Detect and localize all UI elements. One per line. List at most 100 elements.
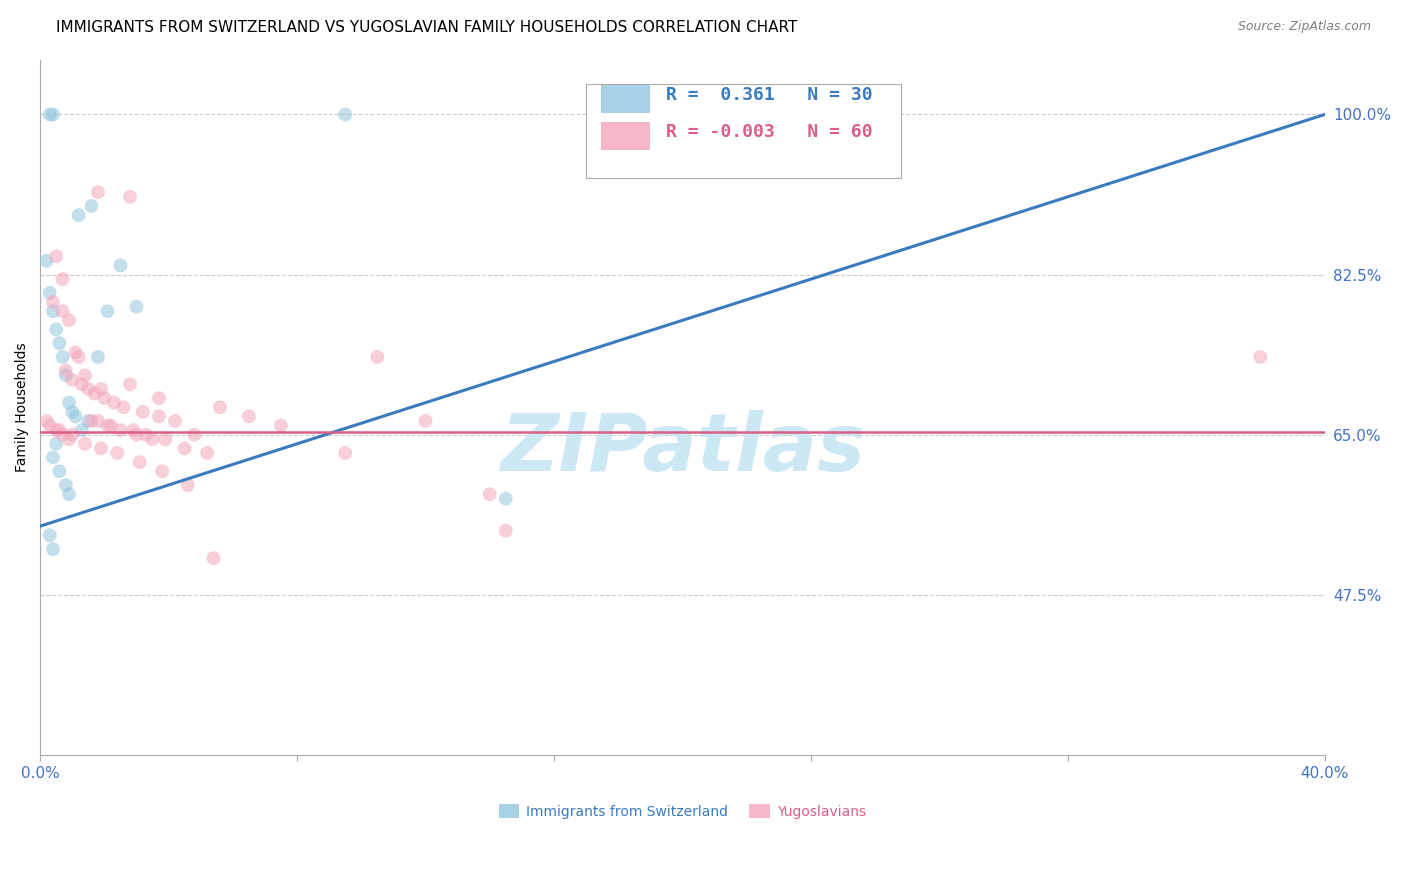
Point [202, 551, 225, 566]
Point [52, 272, 75, 286]
Point [77, 382, 100, 396]
Point [1249, 350, 1271, 364]
Point [48, 464, 70, 478]
Text: Source: ZipAtlas.com: Source: ZipAtlas.com [1237, 20, 1371, 33]
Point [238, 409, 260, 424]
Point [141, 432, 163, 446]
Point [35, 414, 58, 428]
Point [100, 418, 122, 433]
Point [65, 409, 87, 424]
Point [270, 418, 292, 433]
Point [112, 401, 135, 415]
Point [110, 423, 132, 437]
Point [35, 253, 58, 268]
Point [118, 190, 141, 204]
Point [148, 391, 170, 405]
Point [173, 442, 195, 456]
Point [60, 427, 83, 442]
Point [60, 405, 83, 419]
Point [863, 107, 886, 121]
Point [150, 464, 173, 478]
Point [96, 304, 118, 318]
Point [42, 542, 65, 557]
Text: R = -0.003   N = 60: R = -0.003 N = 60 [665, 123, 872, 141]
Point [125, 300, 148, 314]
Point [90, 442, 112, 456]
Point [58, 395, 80, 409]
Point [148, 409, 170, 424]
Text: R =  0.361   N = 30: R = 0.361 N = 30 [665, 86, 872, 104]
Point [58, 487, 80, 501]
Text: ZIPatlas: ZIPatlas [501, 410, 865, 488]
Point [495, 524, 517, 538]
Point [67, 350, 90, 364]
Point [38, 528, 60, 542]
Point [103, 395, 125, 409]
Text: IMMIGRANTS FROM SWITZERLAND VS YUGOSLAVIAN FAMILY HOUSEHOLDS CORRELATION CHART: IMMIGRANTS FROM SWITZERLAND VS YUGOSLAVI… [56, 20, 797, 35]
Point [80, 199, 103, 213]
Point [42, 107, 65, 121]
Point [45, 322, 67, 336]
Point [52, 350, 75, 364]
Point [163, 414, 186, 428]
Point [58, 313, 80, 327]
Point [90, 382, 112, 396]
Point [45, 437, 67, 451]
Y-axis label: Family Households: Family Households [15, 343, 30, 472]
Point [177, 478, 200, 492]
Point [52, 427, 75, 442]
Point [118, 377, 141, 392]
Point [45, 249, 67, 263]
Point [55, 368, 77, 383]
Point [70, 377, 93, 392]
Point [93, 391, 115, 405]
Point [183, 427, 205, 442]
Point [55, 364, 77, 378]
Point [70, 423, 93, 437]
Point [60, 373, 83, 387]
Legend: Immigrants from Switzerland, Yugoslavians: Immigrants from Switzerland, Yugoslavian… [494, 798, 872, 824]
Bar [586, 84, 901, 178]
Point [335, 107, 357, 121]
Point [67, 208, 90, 222]
Point [38, 285, 60, 300]
Point [55, 478, 77, 492]
Point [132, 405, 155, 419]
Point [80, 414, 103, 428]
Bar [602, 86, 650, 113]
Point [110, 259, 132, 273]
Point [208, 401, 231, 415]
Point [122, 423, 145, 437]
Point [96, 418, 118, 433]
Point [105, 446, 128, 460]
Point [87, 414, 110, 428]
Point [38, 418, 60, 433]
Point [135, 427, 157, 442]
Point [366, 350, 388, 364]
Point [87, 186, 110, 200]
Point [478, 487, 501, 501]
Bar [602, 122, 650, 150]
Point [52, 304, 75, 318]
Point [58, 432, 80, 446]
Point [415, 414, 437, 428]
Point [128, 455, 150, 469]
Point [335, 446, 357, 460]
Point [77, 414, 100, 428]
Point [42, 295, 65, 310]
Point [495, 491, 517, 506]
Point [155, 432, 177, 446]
Point [45, 423, 67, 437]
Point [42, 304, 65, 318]
Point [75, 368, 97, 383]
Point [87, 350, 110, 364]
Point [48, 336, 70, 351]
Point [195, 446, 218, 460]
Point [83, 386, 105, 401]
Point [42, 450, 65, 465]
Point [75, 437, 97, 451]
Point [65, 345, 87, 359]
Point [125, 427, 148, 442]
Point [48, 423, 70, 437]
Point [38, 107, 60, 121]
